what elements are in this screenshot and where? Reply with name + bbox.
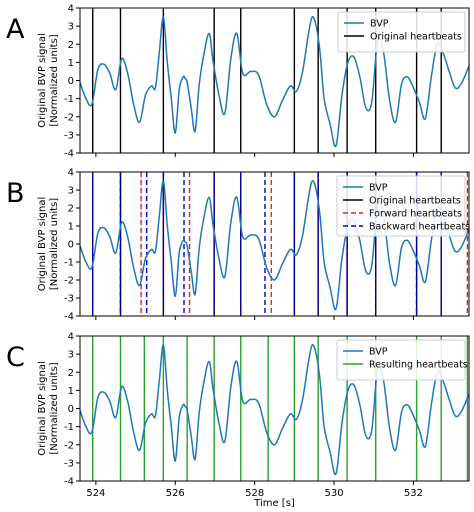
x-tick-label: 526 xyxy=(166,488,185,499)
x-tick-label: 524 xyxy=(86,488,105,499)
y-axis-label-line2: [Normalized units] xyxy=(49,34,60,126)
y-tick-label: -3 xyxy=(64,130,74,141)
legend-label: BVP xyxy=(370,19,389,30)
y-tick-label: 2 xyxy=(68,204,74,215)
x-tick-label: 532 xyxy=(404,488,423,499)
panel-label: B xyxy=(6,178,25,209)
y-axis-label-line1: Original BVP signal xyxy=(37,33,48,128)
y-tick-label: 0 xyxy=(68,240,74,251)
y-tick-label: 0 xyxy=(68,76,74,87)
y-tick-label: -4 xyxy=(64,149,74,160)
y-tick-label: 3 xyxy=(68,186,74,197)
panel-c: -4 -3 -2 -1 0 1 2 3 4 524 526 528 530 532 Original BVP… xyxy=(6,332,470,509)
bvp-signal-line xyxy=(80,179,469,311)
y-tick-label: -1 xyxy=(64,258,74,269)
y-tick-label: 1 xyxy=(68,222,74,233)
y-axis-label-line2: [Normalized units] xyxy=(49,362,60,454)
y-tick-label: -3 xyxy=(64,458,74,469)
legend-label: Resulting heartbeats xyxy=(369,360,468,371)
y-tick-label: -2 xyxy=(64,276,74,287)
legend-label: BVP xyxy=(369,183,388,194)
legend-label: BVP xyxy=(369,347,388,358)
x-axis-label: Time [s] xyxy=(253,498,295,509)
panel-label: C xyxy=(6,342,25,373)
legend: BVP Original heartbeats xyxy=(337,11,466,53)
y-tick-label: 4 xyxy=(68,168,74,179)
legend-box xyxy=(336,339,466,381)
y-tick-label: 1 xyxy=(68,386,74,397)
legend-box xyxy=(336,175,466,237)
y-tick-label: 4 xyxy=(68,332,74,343)
x-tick-label: 530 xyxy=(324,488,343,499)
y-tick-label: -4 xyxy=(64,312,74,323)
legend: BVP Resulting heartbeats xyxy=(336,339,468,381)
legend-label: Forward heartbeats xyxy=(369,209,462,220)
y-tick-label: 0 xyxy=(68,404,74,415)
y-tick-label: 1 xyxy=(68,58,74,69)
y-tick-label: 3 xyxy=(68,22,74,33)
y-tick-label: 2 xyxy=(68,368,74,379)
y-axis-label-line2: [Normalized units] xyxy=(49,198,60,290)
legend: BVP Original heartbeats Forward heartbeats… xyxy=(336,175,470,237)
panel-b: -4 -3 -2 -1 0 1 2 3 4 Original BVP signal [Normali… xyxy=(6,168,470,323)
panel-a: -4 -3 -2 -1 0 1 2 3 4 Original BVP signal [Normali… xyxy=(6,4,470,160)
legend-label: Backward heartbeats xyxy=(369,222,470,233)
bvp-signal-line xyxy=(80,344,469,476)
x-tick-label: 528 xyxy=(245,488,264,499)
y-tick-label: -2 xyxy=(64,112,74,123)
y-tick-label: 2 xyxy=(68,40,74,51)
y-axis-label-line1: Original BVP signal xyxy=(37,197,48,292)
bvp-signal-line xyxy=(80,16,469,148)
y-tick-label: -1 xyxy=(64,422,74,433)
panel-label: A xyxy=(6,14,25,45)
y-tick-label: -4 xyxy=(64,477,74,488)
y-tick-label: -1 xyxy=(64,94,74,105)
legend-label: Original heartbeats xyxy=(370,32,462,43)
y-axis-label-line1: Original BVP signal xyxy=(37,361,48,456)
y-tick-label: -3 xyxy=(64,294,74,305)
legend-box xyxy=(337,11,466,53)
legend-label: Original heartbeats xyxy=(369,196,461,207)
y-tick-label: 3 xyxy=(68,350,74,361)
y-tick-label: -2 xyxy=(64,440,74,451)
y-tick-label: 4 xyxy=(68,4,74,15)
